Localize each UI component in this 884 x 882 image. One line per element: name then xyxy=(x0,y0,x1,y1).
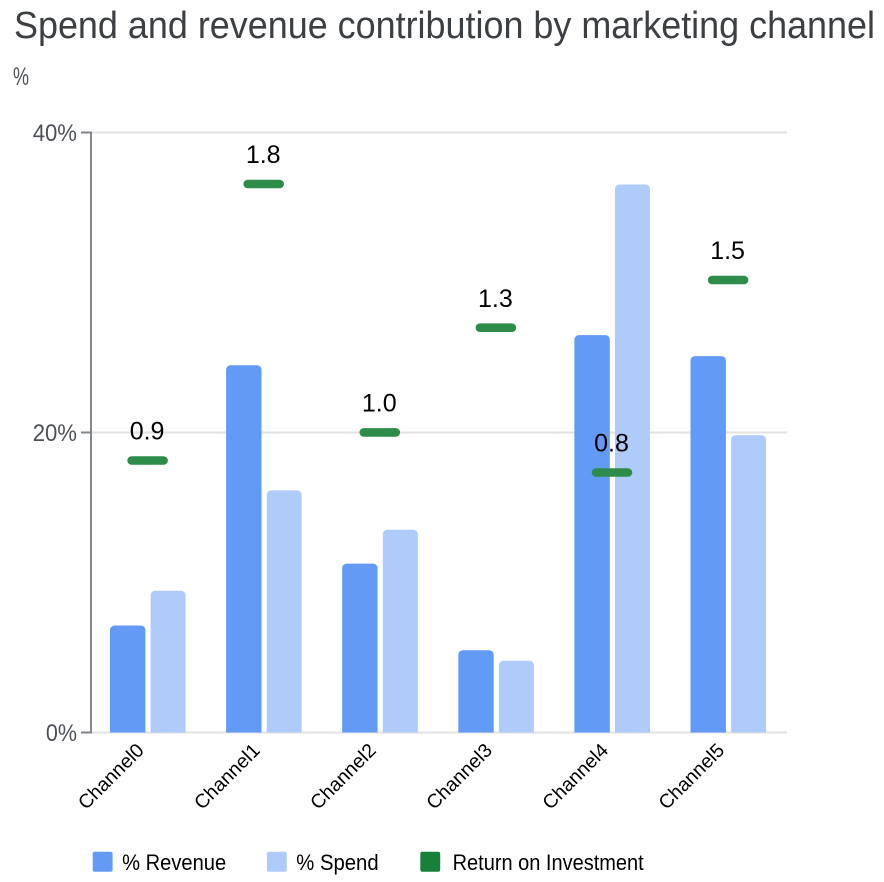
svg-text:1.5: 1.5 xyxy=(710,237,745,265)
svg-text:0%: 0% xyxy=(46,720,77,747)
svg-text:1.0: 1.0 xyxy=(362,390,397,418)
svg-text:1.3: 1.3 xyxy=(478,285,513,313)
svg-text:40%: 40% xyxy=(33,120,77,147)
svg-text:0.8: 0.8 xyxy=(594,430,629,458)
svg-text:20%: 20% xyxy=(33,420,77,447)
svg-text:0.9: 0.9 xyxy=(130,418,165,446)
svg-text:Spend and revenue contribution: Spend and revenue contribution by market… xyxy=(14,5,875,47)
svg-text:1.8: 1.8 xyxy=(246,141,281,169)
svg-text:% Revenue: % Revenue xyxy=(122,850,226,875)
svg-text:Return on Investment: Return on Investment xyxy=(453,850,644,875)
svg-text:%: % xyxy=(13,63,29,91)
svg-text:% Spend: % Spend xyxy=(296,850,378,875)
